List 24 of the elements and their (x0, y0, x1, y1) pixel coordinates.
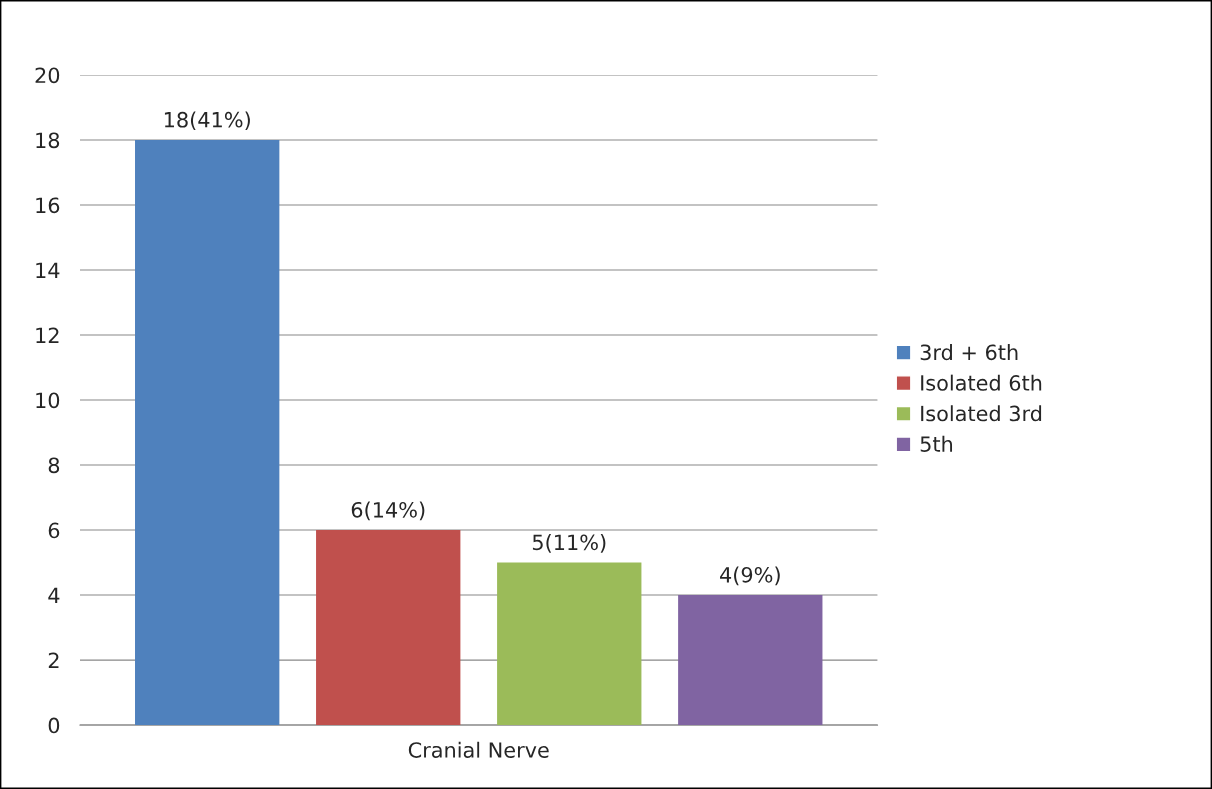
y-tick-label: 2 (48, 652, 59, 668)
y-tick-label: 6 (48, 522, 60, 539)
data-label: 18(41%) (164, 111, 250, 131)
y-tick-label: 8 (48, 457, 60, 474)
y-tick-label: 14 (36, 262, 60, 278)
y-tick-label: 0 (48, 717, 60, 734)
legend-label: Isolated 3rd (921, 405, 1042, 422)
legend-label: Isolated 6th (921, 374, 1042, 391)
data-label: 4(9%) (720, 566, 780, 586)
legend-label: 5th (920, 435, 953, 452)
data-label: 6(14%) (351, 501, 425, 521)
data-label: 5(11%) (532, 534, 606, 553)
bar (316, 530, 461, 726)
legend-label: 3rd + 6th (920, 344, 1018, 361)
bar (497, 562, 642, 726)
y-tick-label: 10 (36, 392, 60, 409)
bar (135, 139, 280, 726)
x-tick-label: Cranial Nerve (408, 741, 549, 758)
y-tick-label: 20 (35, 67, 60, 84)
bar (678, 595, 823, 726)
y-tick-label: 4 (48, 587, 60, 603)
y-tick-label: 12 (36, 327, 59, 343)
y-tick-label: 16 (36, 197, 60, 214)
y-tick-label: 18 (36, 132, 60, 149)
